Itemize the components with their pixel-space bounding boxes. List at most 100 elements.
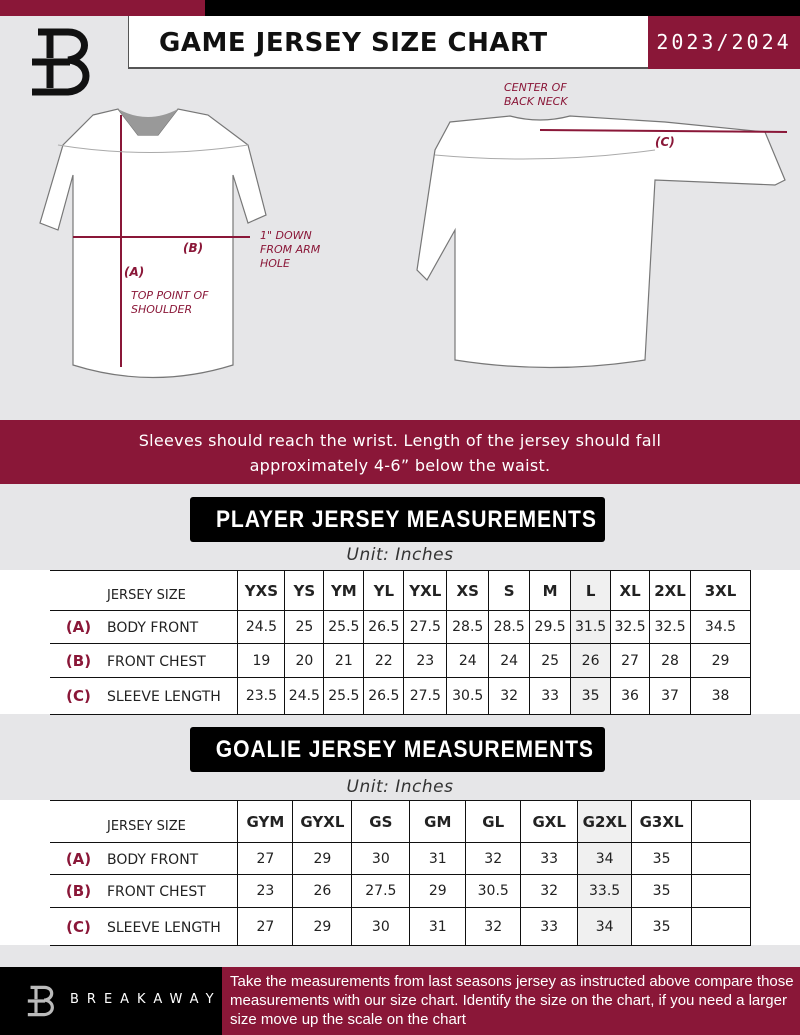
label-a: (A) (124, 265, 145, 279)
table-cell: 38 (690, 677, 751, 715)
table-cell: 30 (351, 907, 411, 946)
row-label: (B) FRONT CHEST (50, 874, 239, 908)
table-cell: 29.5 (529, 610, 572, 644)
table-row: (A) BODY FRONT 27 29 30 31 32 33 34 35 (50, 842, 751, 875)
size-header-cell: YM (323, 570, 365, 611)
table-cell: 25.5 (323, 610, 365, 644)
table-cell: 34.5 (690, 610, 751, 644)
note-c: CENTER OF BACK NECK (504, 81, 568, 108)
table-cell: 27.5 (351, 874, 411, 908)
label-c: (C) (655, 135, 675, 149)
top-bar-dark (205, 0, 800, 16)
row-label-text: SLEEVE LENGTH (107, 689, 221, 705)
row-letter: (C) (66, 917, 91, 936)
table-cell: 32 (488, 677, 531, 715)
player-unit: Unit: Inches (346, 545, 454, 565)
size-header-cell: S (488, 570, 531, 611)
brand-logo-icon (32, 28, 90, 96)
table-cell: 24.5 (284, 677, 325, 715)
size-header-cell: GL (465, 800, 522, 843)
table-cell: 28.5 (446, 610, 490, 644)
table-cell: 33 (520, 907, 579, 946)
goalie-unit: Unit: Inches (346, 777, 454, 797)
row-label: (C) SLEEVE LENGTH (50, 907, 239, 946)
table-cell: 24 (488, 643, 531, 678)
table-cell: 23.5 (237, 677, 286, 715)
footer-logo-icon (27, 985, 54, 1017)
size-header-cell: GYXL (292, 800, 353, 843)
row-letter: (A) (65, 618, 92, 636)
season-label: 2023/2024 (656, 30, 792, 54)
size-header-cell: YXL (403, 570, 448, 611)
size-header-cell: G3XL (631, 800, 693, 843)
table-cell: 29 (292, 842, 353, 875)
size-header-cell: YL (363, 570, 405, 611)
size-header-cell: L (570, 570, 612, 611)
size-header-cell: GXL (520, 800, 579, 843)
table-cell: 35 (570, 677, 612, 715)
banner-line-1: Sleeves should reach the wrist. Length o… (138, 431, 662, 450)
note-b: 1" DOWN FROM ARM HOLE (260, 229, 321, 270)
size-header-cell: M (529, 570, 572, 611)
label-b: (B) (183, 241, 204, 255)
row-label: (B) FRONT CHEST (50, 643, 239, 678)
table-cell: 33 (529, 677, 572, 715)
goalie-section-title: GOALIE JERSEY MEASUREMENTS (215, 736, 594, 763)
player-section-title: PLAYER JERSEY MEASUREMENTS (215, 506, 597, 533)
size-header-cell: 3XL (690, 570, 751, 611)
goalie-section-title-box: GOALIE JERSEY MEASUREMENTS (190, 727, 605, 772)
table-cell: 33 (520, 842, 579, 875)
row-label: (A) BODY FRONT (50, 610, 239, 644)
footer-instructions: Take the measurements from last seasons … (222, 967, 800, 1035)
table-row: (B) FRONT CHEST 19 20 21 22 23 24 24 25 26 27 28 29 (50, 643, 751, 678)
table-cell: 29 (409, 874, 467, 908)
table-cell: 21 (323, 643, 365, 678)
table-cell: 24.5 (237, 610, 286, 644)
table-cell (691, 874, 751, 908)
row-label-text: BODY FRONT (107, 851, 199, 868)
table-cell: 32 (520, 874, 579, 908)
table-cell: 23 (237, 874, 294, 908)
row-letter: (C) (66, 687, 91, 705)
table-cell: 27 (610, 643, 651, 678)
row-label-text: SLEEVE LENGTH (107, 919, 221, 936)
table-cell: 34 (577, 907, 633, 946)
table-cell: 26.5 (363, 677, 405, 715)
row-letter: (A) (65, 849, 92, 868)
page-title-box: GAME JERSEY SIZE CHART (128, 16, 648, 69)
size-header: JERSEY SIZE (50, 570, 239, 611)
table-cell: 32 (465, 907, 522, 946)
page-title: GAME JERSEY SIZE CHART (159, 28, 548, 58)
table-cell: 31 (409, 842, 467, 875)
size-header-cell: GYM (237, 800, 294, 843)
table-cell: 28.5 (488, 610, 531, 644)
front-jersey-diagram (39, 108, 267, 379)
table-cell (691, 907, 751, 946)
table-cell: 32.5 (610, 610, 651, 644)
table-cell: 35 (631, 874, 693, 908)
goalie-measurements-table: JERSEY SIZE GYM GYXL GS GM GL GXL G2XL G3XL (A) BO… (50, 800, 751, 946)
size-header-cell: XL (610, 570, 651, 611)
table-cell: 20 (284, 643, 325, 678)
table-cell: 27.5 (403, 677, 448, 715)
table-row: (A) BODY FRONT 24.5 25 25.5 26.5 27.5 28.5 28.5 2… (50, 610, 751, 644)
table-cell (691, 842, 751, 875)
table-cell: 32.5 (649, 610, 692, 644)
table-cell: 29 (690, 643, 751, 678)
banner-line-2: approximately 4-6” below the waist. (249, 456, 551, 475)
table-cell: 26 (292, 874, 353, 908)
table-cell: 30.5 (465, 874, 522, 908)
row-label: (C) SLEEVE LENGTH (50, 677, 239, 715)
table-cell: 29 (292, 907, 353, 946)
table-cell: 33.5 (577, 874, 633, 908)
top-bar-accent (0, 0, 205, 16)
footer-brand: BREAKAWAY (0, 967, 222, 1035)
row-label-text: FRONT CHEST (107, 884, 206, 900)
table-cell: 27 (237, 842, 294, 875)
table-cell: 35 (631, 907, 693, 946)
season-badge: 2023/2024 (648, 16, 800, 69)
table-cell: 32 (465, 842, 522, 875)
table-cell: 26.5 (363, 610, 405, 644)
size-header-cell (691, 800, 751, 843)
table-cell: 35 (631, 842, 693, 875)
